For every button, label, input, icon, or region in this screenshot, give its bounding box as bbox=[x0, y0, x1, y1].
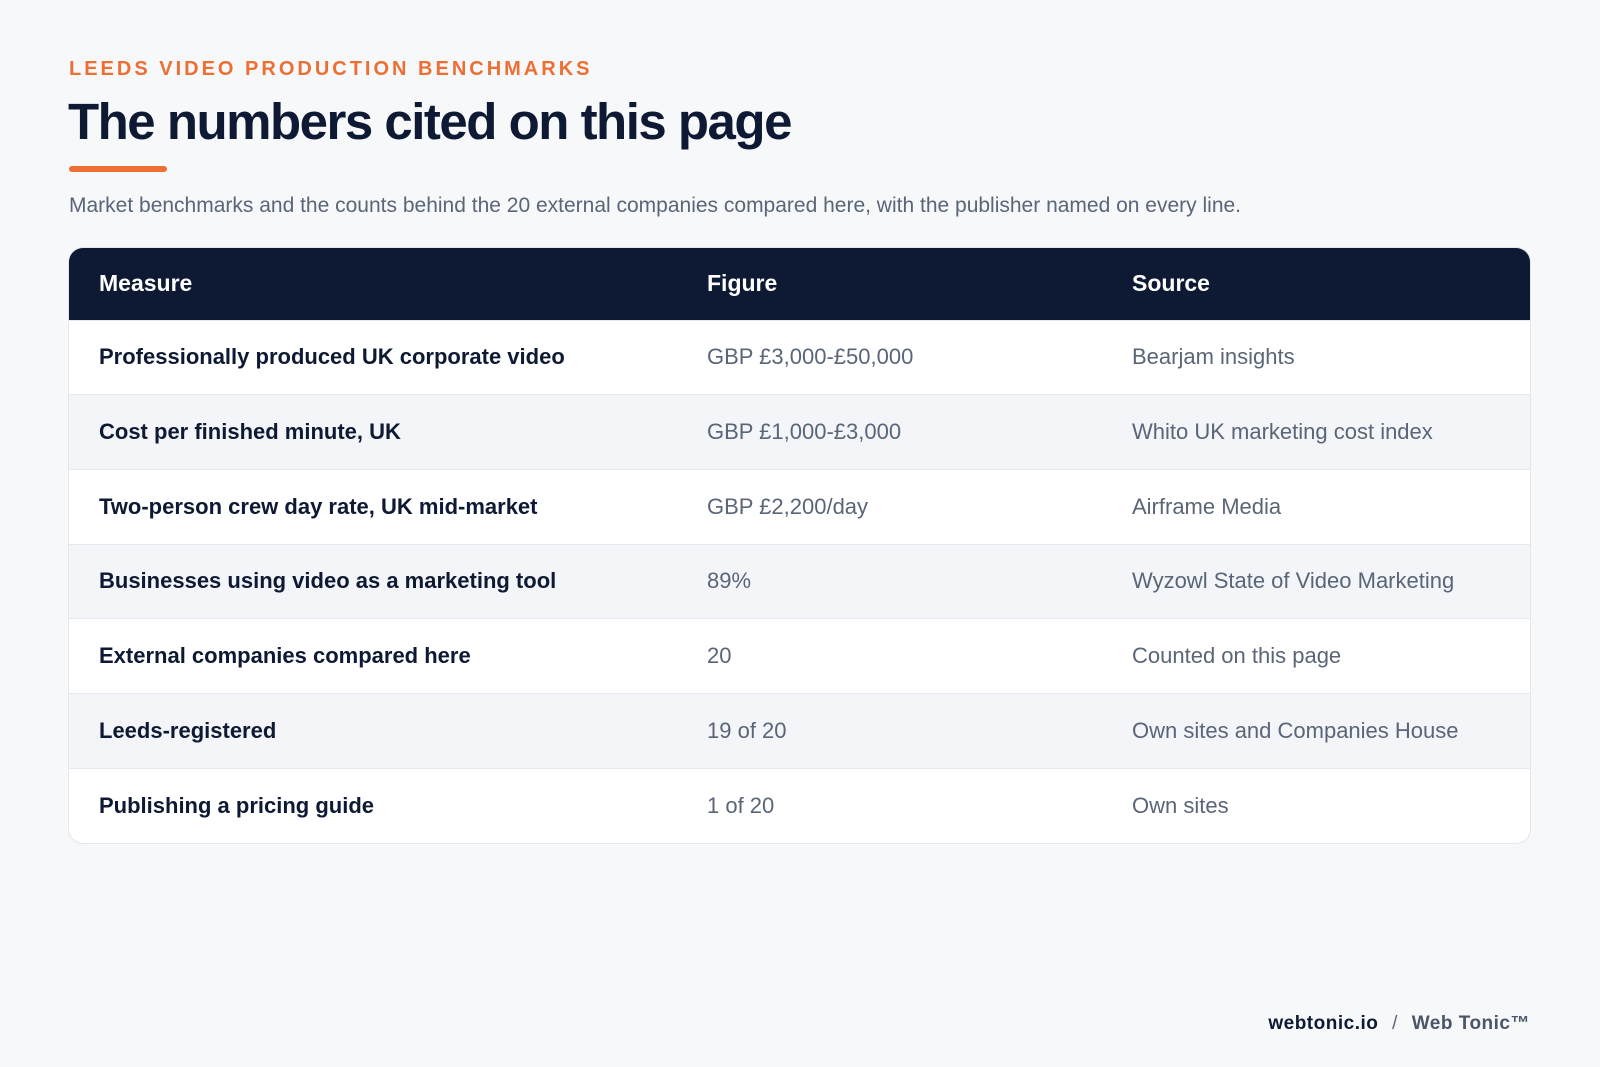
table-row: Publishing a pricing guide 1 of 20 Own s… bbox=[69, 768, 1530, 843]
measure-cell: Two-person crew day rate, UK mid-market bbox=[99, 493, 538, 519]
table-row: Leeds-registered 19 of 20 Own sites and … bbox=[69, 693, 1530, 769]
table-row: External companies compared here 20 Coun… bbox=[69, 618, 1530, 694]
source-cell: Own sites bbox=[1132, 792, 1229, 818]
benchmarks-table-card: Measure Figure Source Professionally pro… bbox=[69, 248, 1530, 843]
measure-cell: Publishing a pricing guide bbox=[99, 792, 375, 818]
measure-cell: Leeds-registered bbox=[99, 717, 277, 743]
measure-cell: Businesses using video as a marketing to… bbox=[99, 568, 557, 594]
table-header-row: Measure Figure Source bbox=[69, 248, 1530, 320]
footer-domain: webtonic.io bbox=[1268, 1013, 1379, 1034]
source-cell: Counted on this page bbox=[1132, 643, 1342, 669]
benchmarks-table: Measure Figure Source Professionally pro… bbox=[69, 248, 1530, 843]
measure-cell: Professionally produced UK corporate vid… bbox=[99, 344, 565, 370]
title-accent-bar bbox=[69, 166, 167, 172]
source-cell: Airframe Media bbox=[1132, 493, 1282, 519]
figure-cell: GBP £2,200/day bbox=[707, 493, 869, 519]
page-subtitle: Market benchmarks and the counts behind … bbox=[69, 194, 1242, 217]
table-row: Professionally produced UK corporate vid… bbox=[69, 320, 1530, 395]
source-cell: Bearjam insights bbox=[1132, 344, 1295, 370]
figure-cell: 89% bbox=[707, 568, 752, 594]
figure-cell: GBP £1,000-£3,000 bbox=[707, 419, 902, 445]
measure-cell: External companies compared here bbox=[99, 643, 471, 669]
figure-cell: 1 of 20 bbox=[707, 792, 775, 818]
table-row: Cost per finished minute, UK GBP £1,000-… bbox=[69, 394, 1530, 470]
figure-cell: 20 bbox=[707, 643, 732, 669]
column-header-measure: Measure bbox=[99, 270, 193, 297]
table-body: Professionally produced UK corporate vid… bbox=[69, 320, 1530, 843]
footer-brand: Web Tonic™ bbox=[1411, 1013, 1530, 1034]
figure-cell: 19 of 20 bbox=[707, 717, 787, 743]
table-row: Two-person crew day rate, UK mid-market … bbox=[69, 469, 1530, 544]
column-header-source: Source bbox=[1132, 270, 1210, 297]
source-cell: Whito UK marketing cost index bbox=[1132, 419, 1433, 445]
eyebrow-label: LEEDS VIDEO PRODUCTION BENCHMARKS bbox=[69, 58, 593, 80]
measure-cell: Cost per finished minute, UK bbox=[99, 419, 401, 445]
footer-separator: / bbox=[1392, 1013, 1398, 1034]
figure-cell: GBP £3,000-£50,000 bbox=[707, 344, 914, 370]
page-title: The numbers cited on this page bbox=[68, 93, 792, 150]
table-header: Measure Figure Source bbox=[69, 248, 1530, 320]
footer-credit: webtonic.io / Web Tonic™ bbox=[1268, 1013, 1530, 1035]
table-row: Businesses using video as a marketing to… bbox=[69, 544, 1530, 619]
column-header-figure: Figure bbox=[707, 270, 778, 297]
source-cell: Wyzowl State of Video Marketing bbox=[1132, 568, 1455, 594]
source-cell: Own sites and Companies House bbox=[1132, 717, 1459, 743]
